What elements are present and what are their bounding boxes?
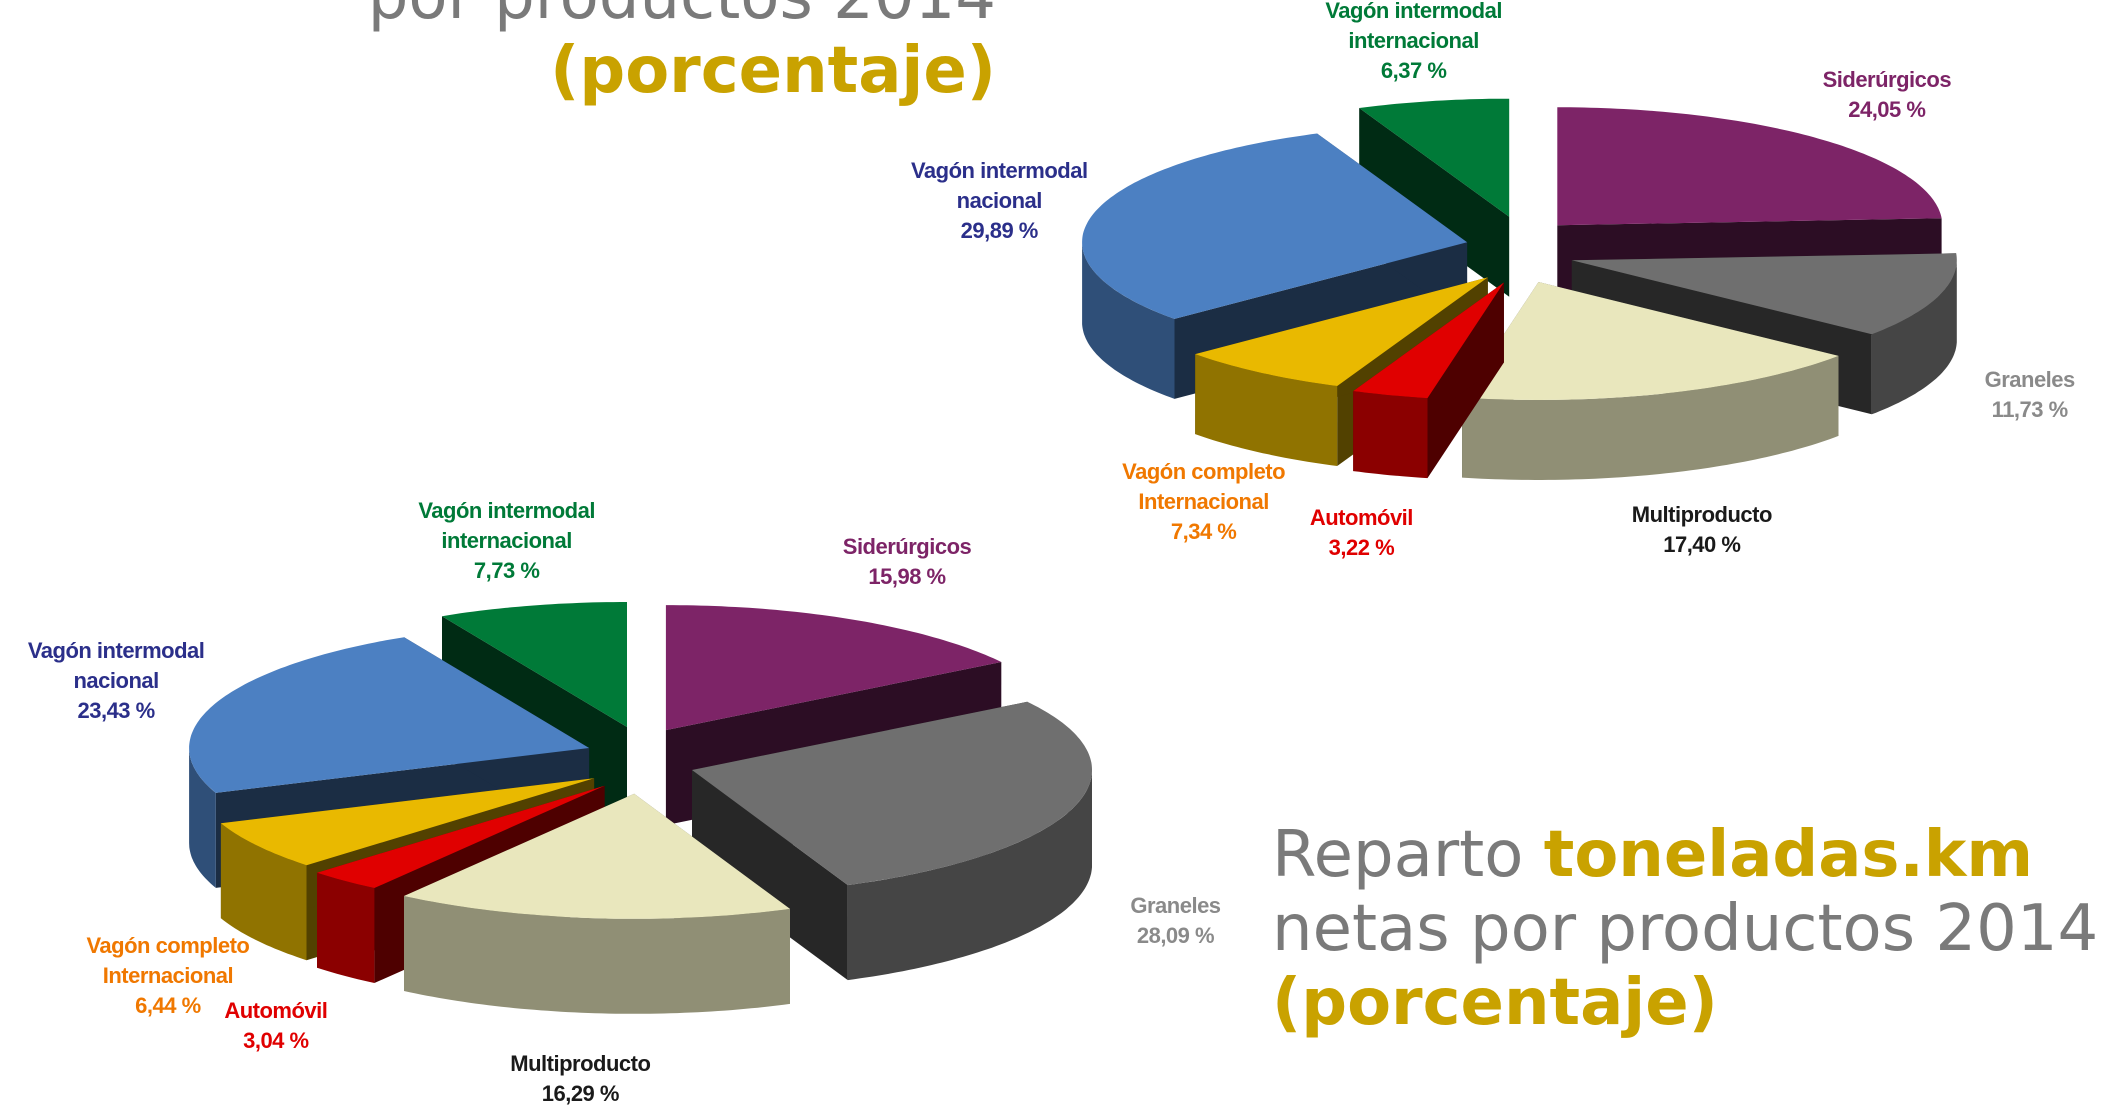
slice-top [1359,98,1510,217]
slice-top [404,793,790,919]
slice [1359,98,1510,297]
slice-label: Siderúrgicos 15,98 % [787,532,1027,592]
slice-top [1462,282,1839,400]
category-label: Automóvil [1309,505,1414,531]
slice-label: Automóvil 3,22 % [1241,503,1481,563]
title-line: por productos 2014 [368,0,996,34]
category-label: Vagón intermodal nacional [910,158,1088,214]
slice-label: Multiproducto 17,40 % [1582,500,1822,560]
category-label: Multiproducto [1631,502,1773,528]
slice [1353,282,1504,479]
slice-top [1353,282,1504,399]
title-line: Reparto toneladas.km [1272,818,2098,892]
slice-top [1082,133,1468,319]
chart-title: por productos 2014(porcentaje) [368,0,996,108]
title-text: (porcentaje) [550,34,996,108]
title-line: (porcentaje) [368,34,996,108]
slice-label: Vagón intermodal nacional 23,43 % [0,636,236,726]
slice-label: Vagón completo Internacional 7,34 % [1084,457,1324,547]
value-label: 6,37 % [1380,58,1447,84]
title-text: (porcentaje) [1272,966,1718,1040]
value-label: 15,98 % [868,564,946,590]
category-label: Graneles [1984,366,2076,392]
slice-label: Vagón intermodal nacional 29,89 % [879,156,1119,246]
value-label: 3,04 % [243,1027,309,1053]
slice-top [1557,107,1942,226]
slice-top [1571,253,1957,335]
value-label: 29,89 % [960,218,1039,244]
slice-label: Vagón completo Internacional 6,44 % [48,931,288,1021]
slice-label: Automóvil 3,04 % [156,996,396,1056]
category-label: Graneles [1130,892,1221,918]
slice-top [442,602,627,727]
charts [189,98,1957,1014]
slice-cut-face [692,770,848,981]
slice-label: Multiproducto 16,29 % [460,1049,700,1109]
slice-side [1462,355,1839,480]
category-label: Vagón completo Internacional [1122,458,1286,514]
title-text: toneladas.km [1543,818,2034,892]
value-label: 16,29 % [541,1080,620,1106]
value-label: 17,40 % [1663,532,1741,558]
slice-side [1871,260,1957,415]
slice [692,701,1092,981]
category-label: Vagón intermodal internacional [418,498,595,554]
slice-side [1195,354,1338,466]
category-label: Automóvil [224,997,328,1023]
slice-top [1195,277,1488,386]
value-label: 11,73 % [1991,396,2069,422]
category-label: Multiproducto [510,1050,651,1076]
title-text: Reparto [1272,818,1544,892]
category-label: Vagón intermodal nacional [27,637,205,693]
slice-label: Vagón intermodal internacional 6,37 % [1294,0,1534,86]
slice-side [1082,242,1175,399]
slice-top [317,785,605,888]
slice-top [665,605,1002,731]
slice-side [404,896,790,1014]
slice-side [189,748,216,888]
value-label: 23,43 % [77,697,155,723]
title-line: (porcentaje) [1272,966,2098,1040]
slice-cut-face [1359,108,1510,297]
slice-side [847,770,1092,981]
category-label: Vagón intermodal internacional [1325,0,1502,54]
slice-side [317,872,375,983]
value-label: 6,44 % [135,993,201,1019]
slice-label: Vagón intermodal internacional 7,73 % [387,496,627,586]
slice-label: Graneles 28,09 % [1055,891,1295,951]
category-label: Siderúrgicos [1822,66,1952,92]
chart-title: Reparto toneladas.km netas por productos … [1272,818,2098,1040]
title-text: netas por productos 2014 [1272,892,2099,966]
slice-label: Graneles 11,73 % [1910,365,2101,425]
title-text: por productos 2014 [368,0,996,34]
slice-top [692,701,1092,886]
slice-side [1353,391,1428,479]
slice-top [220,778,595,866]
value-label: 28,09 % [1136,922,1215,948]
slice [404,793,790,1014]
category-label: Siderúrgicos [842,534,972,560]
category-label: Vagón completo Internacional [86,933,250,989]
value-label: 7,73 % [473,558,540,584]
value-label: 24,05 % [1848,96,1926,122]
slice-top [189,637,590,793]
slice-label: Siderúrgicos 24,05 % [1767,65,2007,125]
value-label: 3,22 % [1328,535,1395,561]
value-label: 7,34 % [1170,518,1237,544]
title-line: netas por productos 2014 [1272,892,2098,966]
slice [1462,282,1839,480]
slice-side [220,823,307,961]
